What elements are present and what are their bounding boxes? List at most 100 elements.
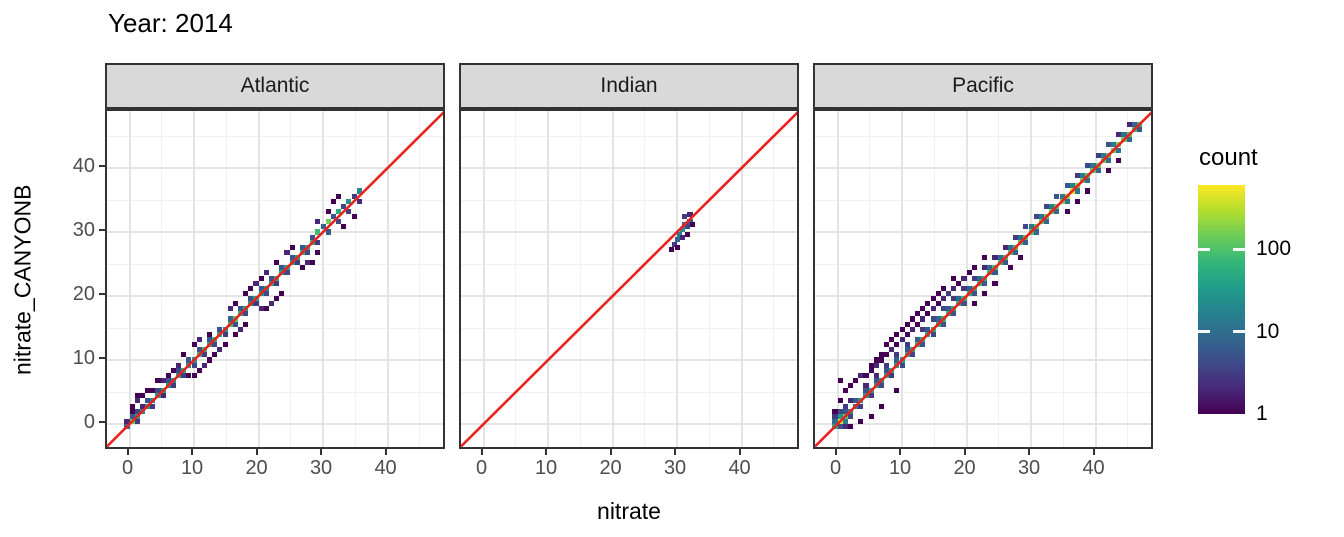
bin-cell — [207, 331, 213, 337]
x-axis-tick — [1028, 449, 1031, 455]
bin-cell — [832, 408, 838, 414]
facet-strip-label: Pacific — [952, 74, 1014, 97]
bin-cell — [884, 342, 890, 348]
bin-cell — [853, 403, 859, 409]
facet-strip-pacific: Pacific — [813, 63, 1153, 109]
bin-cell — [868, 413, 874, 419]
grid-major-h — [107, 167, 443, 170]
bin-cell — [873, 372, 879, 378]
bin-cell — [1064, 208, 1070, 215]
grid-minor-v — [1062, 111, 1064, 447]
grid-major-v — [1094, 111, 1097, 447]
grid-minor-v — [354, 111, 356, 447]
x-axis-tick-label: 40 — [1082, 457, 1105, 479]
grid-minor-h — [461, 135, 797, 137]
facet-strip-label: Indian — [600, 74, 658, 97]
bin-cell — [961, 275, 967, 281]
x-axis-tick-label: 0 — [830, 457, 842, 479]
bin-cell — [961, 285, 967, 291]
bin-cell — [274, 260, 280, 266]
grid-major-v — [740, 111, 743, 447]
bin-cell — [889, 336, 895, 343]
bin-cell — [1033, 229, 1039, 235]
bin-cell — [940, 295, 946, 302]
x-axis-tick-label: 30 — [663, 457, 687, 479]
legend-colorbar-tick — [1233, 330, 1245, 334]
bin-cell — [274, 280, 280, 286]
x-axis-tick-label: 30 — [1017, 457, 1041, 479]
bin-cell — [971, 290, 977, 296]
bin-cell — [982, 255, 988, 261]
x-axis-tick — [191, 449, 194, 455]
bin-cell — [687, 211, 693, 217]
bin-cell — [170, 383, 177, 389]
grid-major-h — [815, 359, 1151, 362]
bin-cell — [1002, 244, 1008, 250]
grid-minor-v — [998, 111, 1000, 447]
bin-cell — [961, 301, 967, 307]
bin-cell — [847, 408, 854, 414]
bin-cell — [690, 221, 696, 227]
plot-title: Year: 2014 — [108, 8, 233, 38]
bin-cell — [196, 336, 202, 343]
legend-colorbar — [1198, 185, 1245, 414]
grid-minor-h — [815, 327, 1151, 329]
bin-cell — [325, 229, 331, 235]
bin-cell — [248, 285, 254, 291]
bin-cell — [356, 198, 362, 204]
bin-cell — [217, 347, 223, 353]
bin-cell — [336, 193, 342, 199]
bin-cell — [299, 265, 306, 271]
bin-cell — [1044, 219, 1050, 225]
identity-reference-line — [461, 111, 797, 447]
bin-cell — [232, 301, 238, 307]
legend-tick-label: 10 — [1256, 319, 1280, 343]
x-axis-tick — [545, 449, 548, 455]
grid-major-h — [107, 359, 443, 362]
bin-cell — [160, 393, 166, 399]
bin-cell — [971, 301, 977, 307]
bin-cell — [684, 231, 690, 238]
bin-cell — [207, 357, 213, 363]
bin-cell — [330, 198, 336, 204]
x-axis-tick — [609, 449, 612, 455]
bin-cell — [868, 393, 874, 399]
bin-cell — [1126, 121, 1132, 128]
y-axis-tick-label: 10 — [72, 347, 95, 370]
grid-major-v — [901, 111, 904, 447]
bin-cell — [253, 280, 259, 286]
bin-cell — [884, 362, 890, 368]
y-axis-tick-label: 40 — [72, 155, 95, 178]
x-axis-tick — [674, 449, 677, 455]
bin-cell — [258, 275, 264, 281]
bin-cell — [150, 388, 156, 394]
x-axis-tick-label: 40 — [374, 457, 397, 479]
grid-minor-h — [461, 391, 797, 393]
grid-minor-h — [815, 135, 1151, 137]
grid-major-h — [461, 423, 797, 426]
grid-major-h — [461, 231, 797, 234]
grid-major-h — [815, 423, 1151, 426]
bin-cell — [992, 280, 998, 286]
grid-major-h — [461, 167, 797, 170]
x-axis-tick — [126, 449, 129, 455]
bin-cell — [237, 326, 244, 332]
x-axis-tick — [963, 449, 966, 455]
legend-colorbar-tick — [1198, 247, 1210, 251]
grid-minor-v — [225, 111, 227, 447]
bin-cell — [243, 290, 249, 296]
bin-cell — [356, 188, 362, 194]
bin-cell — [920, 316, 926, 322]
x-axis-tick — [320, 449, 323, 455]
bin-cell — [1095, 167, 1101, 174]
bin-cell — [930, 316, 936, 322]
y-axis-tick-label: 20 — [72, 283, 95, 306]
grid-minor-v — [708, 111, 710, 447]
grid-minor-h — [461, 263, 797, 265]
grid-major-h — [815, 167, 1151, 170]
bin-cell — [263, 270, 269, 276]
bin-cell — [837, 377, 843, 384]
x-axis-tick-label: 20 — [599, 457, 622, 479]
facet-strip-indian: Indian — [459, 63, 799, 109]
bin-cell — [155, 388, 161, 394]
